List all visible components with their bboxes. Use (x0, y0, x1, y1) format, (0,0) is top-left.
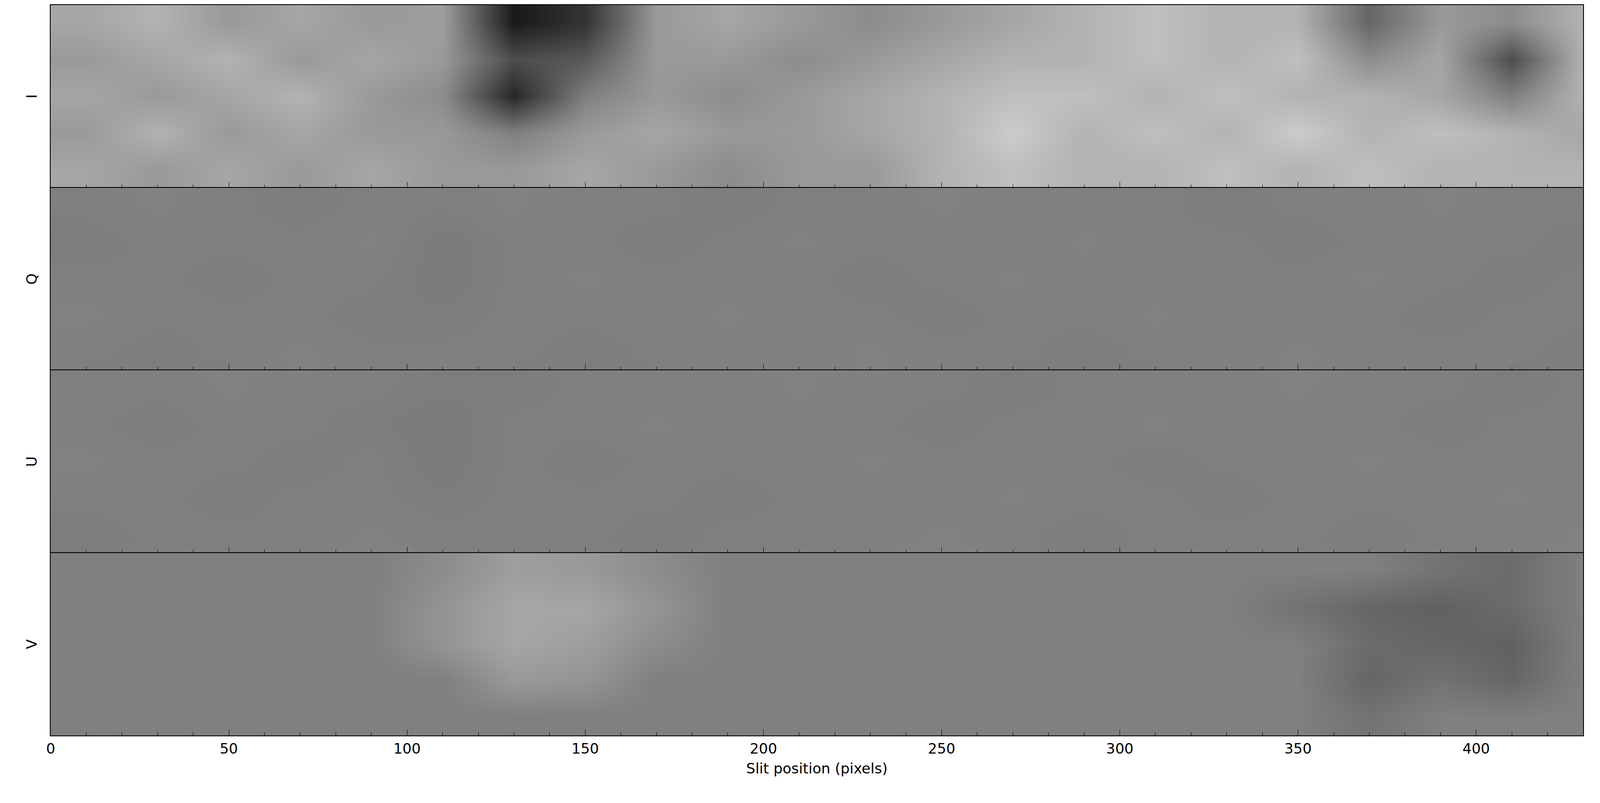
svg-text:50: 50 (219, 740, 238, 757)
svg-text:Slit position (pixels): Slit position (pixels) (746, 759, 888, 777)
svg-text:400: 400 (1462, 740, 1490, 757)
svg-text:I: I (23, 94, 41, 99)
svg-text:150: 150 (571, 740, 600, 757)
svg-text:U: U (23, 456, 41, 467)
svg-text:100: 100 (393, 740, 421, 757)
svg-text:300: 300 (1106, 740, 1134, 757)
svg-text:Q: Q (23, 273, 41, 285)
svg-text:0: 0 (46, 740, 56, 757)
svg-text:350: 350 (1284, 740, 1312, 757)
svg-text:200: 200 (749, 740, 778, 757)
svg-text:V: V (23, 639, 41, 649)
svg-text:250: 250 (927, 740, 956, 757)
